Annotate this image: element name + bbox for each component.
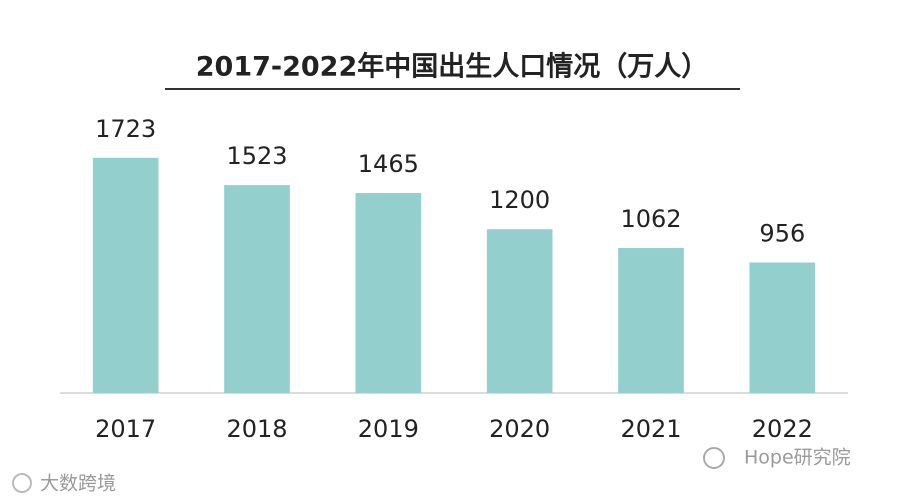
bar <box>486 229 553 393</box>
data-label: 1723 <box>95 115 156 143</box>
watermark-icon <box>703 447 725 469</box>
x-tick-label: 2022 <box>752 415 813 443</box>
data-label: 1465 <box>358 150 419 178</box>
x-tick-label: 2020 <box>489 415 550 443</box>
bar <box>92 157 159 393</box>
data-label: 1062 <box>620 205 681 233</box>
bar <box>224 185 290 393</box>
watermark-icon <box>12 473 32 493</box>
data-label: 1200 <box>489 186 550 214</box>
data-label: 956 <box>759 220 805 248</box>
bar <box>749 262 816 393</box>
x-tick-label: 2019 <box>358 415 419 443</box>
watermark: Hope研究院 <box>744 447 851 469</box>
x-tick-label: 2021 <box>620 415 681 443</box>
bar <box>618 248 684 393</box>
bar <box>355 193 422 393</box>
x-tick-label: 2017 <box>95 415 156 443</box>
data-label: 1523 <box>226 142 287 170</box>
chart-title: 2017-2022年中国出生人口情况（万人） <box>196 51 709 83</box>
watermark: 大数跨境 <box>40 473 116 495</box>
x-tick-label: 2018 <box>226 415 287 443</box>
